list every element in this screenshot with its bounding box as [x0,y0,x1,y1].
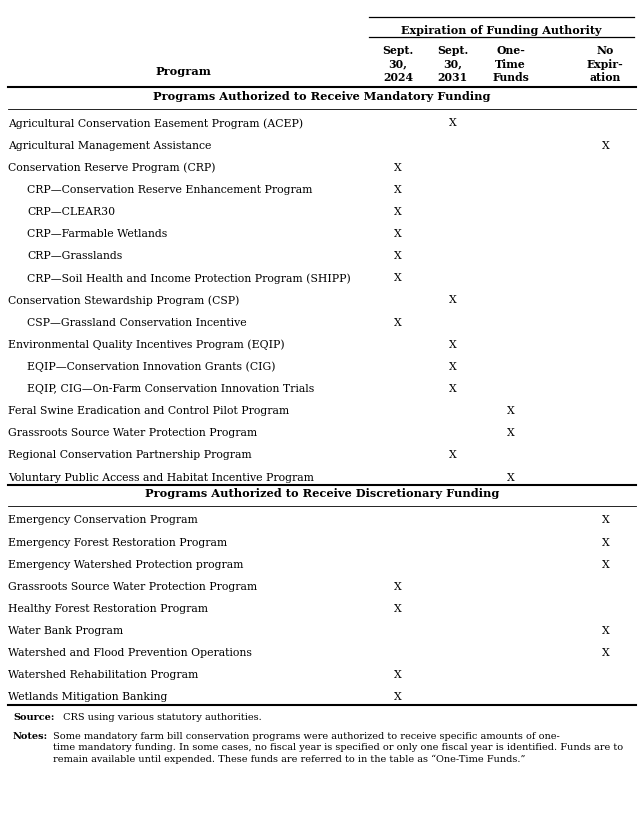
Text: Grassroots Source Water Protection Program: Grassroots Source Water Protection Progr… [8,582,257,591]
Text: CRP—Conservation Reserve Enhancement Program: CRP—Conservation Reserve Enhancement Pro… [27,185,312,195]
Text: Watershed Rehabilitation Program: Watershed Rehabilitation Program [8,671,198,681]
Text: Conservation Reserve Program (CRP): Conservation Reserve Program (CRP) [8,163,215,173]
Text: EQIP—Conservation Innovation Grants (CIG): EQIP—Conservation Innovation Grants (CIG… [27,362,276,373]
Text: Source:: Source: [13,714,54,723]
Text: Emergency Conservation Program: Emergency Conservation Program [8,515,198,525]
Text: Program: Program [156,66,211,77]
Text: Voluntary Public Access and Habitat Incentive Program: Voluntary Public Access and Habitat Ince… [8,472,314,482]
Text: No
Expir-
ation: No Expir- ation [587,45,624,83]
Text: Regional Conservation Partnership Program: Regional Conservation Partnership Progra… [8,450,251,460]
Text: One-
Time
Funds: One- Time Funds [492,45,529,83]
Text: Expiration of Funding Authority: Expiration of Funding Authority [401,25,602,36]
Text: Agricultural Conservation Easement Program (ACEP): Agricultural Conservation Easement Progr… [8,118,303,129]
Text: Programs Authorized to Receive Mandatory Funding: Programs Authorized to Receive Mandatory… [153,91,491,102]
Text: Sept.
30,
2031: Sept. 30, 2031 [437,45,468,83]
Text: X: X [394,692,402,702]
Text: CRP—Soil Health and Income Protection Program (SHIPP): CRP—Soil Health and Income Protection Pr… [27,273,351,283]
Text: X: X [394,273,402,283]
Text: X: X [394,318,402,328]
Text: Agricultural Management Assistance: Agricultural Management Assistance [8,140,211,150]
Text: X: X [394,185,402,195]
Text: Conservation Stewardship Program (CSP): Conservation Stewardship Program (CSP) [8,295,239,306]
Text: CSP—Grassland Conservation Incentive: CSP—Grassland Conservation Incentive [27,318,247,328]
Text: Wetlands Mitigation Banking: Wetlands Mitigation Banking [8,692,167,702]
Text: X: X [449,384,457,394]
Text: CRP—Grasslands: CRP—Grasslands [27,251,122,261]
Text: Emergency Forest Restoration Program: Emergency Forest Restoration Program [8,538,227,548]
Text: EQIP, CIG—On-Farm Conservation Innovation Trials: EQIP, CIG—On-Farm Conservation Innovatio… [27,384,314,394]
Text: X: X [394,671,402,681]
Text: X: X [394,582,402,591]
Text: X: X [394,251,402,261]
Text: X: X [601,515,609,525]
Text: X: X [449,450,457,460]
Text: CRS using various statutory authorities.: CRS using various statutory authorities. [60,714,261,723]
Text: X: X [394,163,402,173]
Text: Water Bank Program: Water Bank Program [8,626,123,636]
Text: X: X [507,429,515,439]
Text: X: X [601,560,609,570]
Text: X: X [601,140,609,150]
Text: Notes:: Notes: [13,732,48,741]
Text: X: X [449,339,457,349]
Text: X: X [507,472,515,482]
Text: Grassroots Source Water Protection Program: Grassroots Source Water Protection Progr… [8,429,257,439]
Text: X: X [601,538,609,548]
Text: X: X [449,362,457,372]
Text: X: X [394,604,402,614]
Text: X: X [601,648,609,658]
Text: X: X [449,118,457,128]
Text: Sept.
30,
2024: Sept. 30, 2024 [383,45,413,83]
Text: X: X [601,626,609,636]
Text: Feral Swine Eradication and Control Pilot Program: Feral Swine Eradication and Control Pilo… [8,406,289,416]
Text: Emergency Watershed Protection program: Emergency Watershed Protection program [8,560,243,570]
Text: X: X [394,207,402,217]
Text: Watershed and Flood Prevention Operations: Watershed and Flood Prevention Operation… [8,648,252,658]
Text: Some mandatory farm bill conservation programs were authorized to receive specif: Some mandatory farm bill conservation pr… [53,732,623,764]
Text: Programs Authorized to Receive Discretionary Funding: Programs Authorized to Receive Discretio… [145,488,499,499]
Text: Healthy Forest Restoration Program: Healthy Forest Restoration Program [8,604,208,614]
Text: Environmental Quality Incentives Program (EQIP): Environmental Quality Incentives Program… [8,339,285,350]
Text: CRP—CLEAR30: CRP—CLEAR30 [27,207,115,217]
Text: X: X [507,406,515,416]
Text: X: X [394,229,402,239]
Text: CRP—Farmable Wetlands: CRP—Farmable Wetlands [27,229,167,239]
Text: X: X [449,296,457,306]
